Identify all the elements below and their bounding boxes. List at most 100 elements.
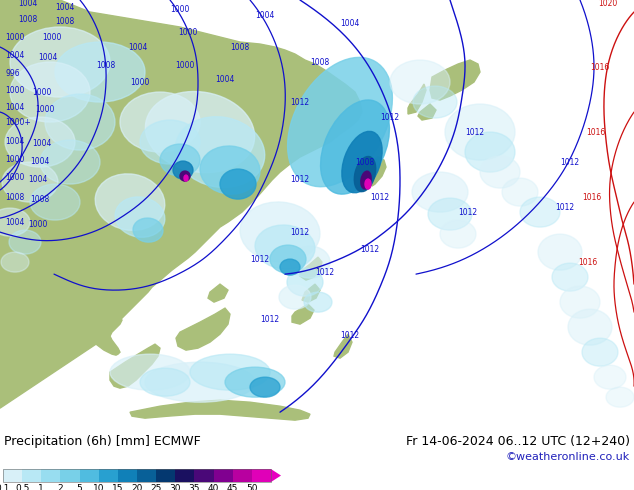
Text: 1012: 1012 — [458, 208, 477, 217]
Text: ©weatheronline.co.uk: ©weatheronline.co.uk — [506, 452, 630, 462]
Text: 1000: 1000 — [35, 105, 55, 114]
Polygon shape — [292, 304, 314, 324]
Bar — [41, 469, 60, 482]
Polygon shape — [334, 334, 352, 358]
Ellipse shape — [10, 27, 110, 97]
Text: 1004: 1004 — [30, 157, 49, 166]
Ellipse shape — [465, 132, 515, 172]
Polygon shape — [130, 400, 310, 420]
Text: 1012: 1012 — [555, 203, 574, 212]
Ellipse shape — [413, 86, 457, 118]
Ellipse shape — [45, 94, 115, 150]
Ellipse shape — [287, 268, 323, 296]
Ellipse shape — [568, 309, 612, 345]
Text: 1000: 1000 — [28, 220, 48, 229]
Text: 20: 20 — [131, 484, 143, 490]
Text: 1004: 1004 — [255, 11, 275, 20]
Text: 0.5: 0.5 — [15, 484, 29, 490]
Text: 50: 50 — [246, 484, 257, 490]
Text: 1012: 1012 — [360, 245, 379, 254]
Ellipse shape — [184, 175, 188, 181]
Ellipse shape — [361, 171, 371, 189]
Ellipse shape — [445, 104, 515, 160]
Bar — [22, 469, 41, 482]
Text: 1012: 1012 — [250, 255, 269, 264]
Text: 1008: 1008 — [96, 61, 115, 70]
Polygon shape — [176, 308, 230, 350]
Text: 1016: 1016 — [590, 63, 609, 72]
Ellipse shape — [225, 367, 285, 397]
Text: 1016: 1016 — [586, 128, 605, 137]
Bar — [99, 469, 118, 482]
Text: Fr 14-06-2024 06..12 UTC (12+240): Fr 14-06-2024 06..12 UTC (12+240) — [406, 435, 630, 448]
Polygon shape — [110, 344, 160, 388]
Ellipse shape — [365, 179, 371, 189]
Ellipse shape — [175, 117, 265, 187]
Bar — [175, 469, 195, 482]
Polygon shape — [408, 84, 426, 114]
Text: 1004: 1004 — [215, 75, 235, 84]
Text: 1012: 1012 — [315, 268, 334, 277]
Ellipse shape — [552, 263, 588, 291]
Text: 1000+: 1000+ — [5, 118, 31, 127]
Ellipse shape — [10, 62, 90, 122]
Ellipse shape — [290, 246, 330, 278]
Ellipse shape — [288, 57, 392, 187]
Text: 1004: 1004 — [18, 0, 37, 8]
Polygon shape — [418, 104, 436, 120]
Ellipse shape — [255, 225, 315, 269]
Text: 1004: 1004 — [5, 137, 24, 146]
Bar — [3, 469, 271, 482]
Ellipse shape — [342, 131, 382, 193]
Text: 1012: 1012 — [290, 175, 309, 184]
Bar — [214, 469, 233, 482]
Text: 1004: 1004 — [128, 43, 147, 52]
Ellipse shape — [428, 198, 472, 230]
Text: 30: 30 — [169, 484, 181, 490]
Text: 40: 40 — [208, 484, 219, 490]
Ellipse shape — [520, 197, 560, 227]
Ellipse shape — [2, 162, 58, 202]
Text: 45: 45 — [227, 484, 238, 490]
Text: 1012: 1012 — [370, 193, 389, 202]
Text: 15: 15 — [112, 484, 124, 490]
Text: 1012: 1012 — [290, 98, 309, 107]
Ellipse shape — [279, 285, 311, 309]
Text: 1000: 1000 — [178, 28, 197, 37]
Text: 1000: 1000 — [5, 86, 24, 95]
Text: 2: 2 — [58, 484, 63, 490]
Text: 1008: 1008 — [230, 43, 249, 52]
Ellipse shape — [354, 156, 376, 192]
Text: 1004: 1004 — [55, 3, 74, 12]
Ellipse shape — [304, 292, 332, 312]
Ellipse shape — [560, 286, 600, 318]
Text: 1000: 1000 — [175, 61, 195, 70]
Ellipse shape — [190, 354, 270, 390]
Ellipse shape — [110, 354, 190, 390]
Text: 10: 10 — [93, 484, 105, 490]
Ellipse shape — [502, 178, 538, 206]
Text: 1012: 1012 — [560, 158, 579, 167]
Text: 1004: 1004 — [5, 218, 24, 227]
Text: 1008: 1008 — [5, 193, 24, 202]
Text: 1008: 1008 — [355, 158, 374, 167]
Text: 1000: 1000 — [32, 88, 51, 97]
Ellipse shape — [280, 259, 300, 275]
Bar — [195, 469, 214, 482]
Ellipse shape — [173, 161, 193, 179]
Ellipse shape — [390, 60, 450, 104]
Text: 1008: 1008 — [55, 17, 74, 26]
Text: 1000: 1000 — [5, 173, 24, 182]
Ellipse shape — [140, 120, 200, 164]
Ellipse shape — [160, 144, 200, 176]
Ellipse shape — [220, 169, 256, 199]
Ellipse shape — [480, 156, 520, 188]
Text: 1: 1 — [39, 484, 44, 490]
Text: 5: 5 — [77, 484, 82, 490]
Text: 1016: 1016 — [582, 193, 601, 202]
Text: 1000: 1000 — [5, 33, 24, 42]
Ellipse shape — [145, 92, 255, 172]
Text: 1012: 1012 — [290, 228, 309, 237]
Ellipse shape — [412, 172, 468, 212]
Polygon shape — [80, 172, 170, 355]
